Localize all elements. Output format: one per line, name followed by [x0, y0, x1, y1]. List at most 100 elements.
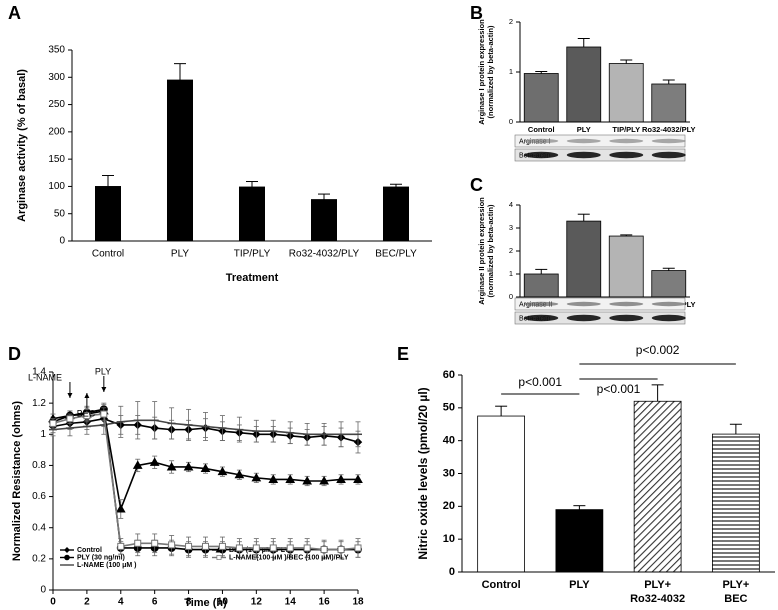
panel-label: C [470, 175, 483, 195]
blot-band [524, 314, 559, 322]
blot-band [651, 138, 686, 144]
y-tick-label: 4 [509, 200, 513, 209]
x-tick-label: Control [92, 249, 124, 260]
error-bar [729, 423, 742, 435]
annotation-arrowhead [67, 393, 73, 398]
x-tick-label: 10 [217, 597, 229, 608]
annotation: PLY [95, 366, 111, 376]
y-tick-label: 0.2 [32, 553, 46, 564]
x-tick-label: 8 [186, 597, 192, 608]
y-tick-label: 10 [443, 533, 455, 545]
y-tick-label: 0 [59, 236, 65, 247]
marker [100, 410, 108, 418]
x-tick-label: PLY [171, 249, 189, 260]
error-bar [620, 59, 633, 64]
bar [566, 46, 602, 123]
blot-band [566, 301, 601, 307]
bar [523, 73, 559, 123]
marker [183, 461, 194, 471]
error-bar [573, 505, 586, 510]
x-tick-label: PLY+ [644, 579, 671, 591]
x-tick-label: PLY [569, 579, 590, 591]
blot-band [524, 151, 559, 159]
y-tick-label: 3 [509, 223, 513, 232]
marker [66, 415, 74, 423]
marker [83, 412, 91, 420]
blot-band [609, 301, 644, 307]
x-tick-label: 12 [251, 597, 263, 608]
blot-band [609, 314, 644, 322]
marker [337, 546, 345, 554]
legend-label: L-NAME(100 μM )/BEC (100 μM)/PLY [229, 554, 349, 561]
y-tick-label: 30 [443, 467, 455, 479]
x-axis-label: Treatment [226, 272, 279, 284]
x-tick-label: 2 [84, 597, 90, 608]
legend-marker [216, 555, 222, 560]
x-tick-label: BEC/PLY [375, 249, 417, 260]
y-tick-label: 2 [509, 17, 513, 26]
marker [286, 544, 294, 552]
y-tick-label: 150 [48, 154, 65, 165]
marker [134, 539, 142, 547]
error-bar [495, 405, 508, 417]
y-tick-label: 300 [48, 72, 65, 83]
significance-label: p<0.001 [518, 375, 562, 389]
bar [651, 83, 687, 123]
marker [151, 539, 159, 547]
error-bar [535, 71, 548, 74]
marker [117, 542, 125, 550]
x-tick-label: 18 [352, 597, 364, 608]
y-tick-label: 50 [54, 208, 66, 219]
bar [477, 415, 525, 573]
error-bar [102, 175, 114, 187]
error-bar [577, 213, 590, 222]
y-tick-label: 40 [443, 435, 455, 447]
y-axis-label: (normalized by beta-actin) [486, 204, 495, 297]
significance-label: p<0.002 [636, 343, 680, 357]
blot-band [524, 301, 559, 307]
y-tick-label: 20 [443, 500, 455, 512]
y-tick-label: 50 [443, 402, 455, 414]
marker [218, 542, 226, 550]
bar [633, 400, 682, 573]
marker [168, 541, 176, 549]
x-tick-label: Control [528, 125, 555, 134]
error-bar [662, 267, 675, 271]
panel-label: E [397, 344, 409, 364]
x-tick-label: PLY+ [722, 579, 749, 591]
legend-label: Control [77, 547, 102, 554]
marker [200, 463, 211, 473]
y-tick-label: 60 [443, 369, 455, 381]
x-tick-label: 16 [319, 597, 331, 608]
error-bar [662, 79, 675, 84]
error-bar [620, 234, 633, 237]
marker [166, 461, 177, 471]
x-tick-label: 0 [50, 597, 56, 608]
x-tick-label: PLY [577, 125, 591, 134]
y-tick-label: 0.6 [32, 491, 46, 502]
marker [336, 474, 346, 483]
bar [166, 79, 193, 242]
error-bar [651, 384, 664, 402]
marker [132, 460, 143, 469]
error-bar [535, 268, 548, 274]
marker [251, 472, 262, 482]
y-tick-label: 1 [509, 269, 513, 278]
y-tick-label: 0 [509, 117, 513, 126]
marker [115, 504, 126, 513]
annotation: L-NAME [28, 372, 62, 382]
bar [523, 273, 559, 298]
x-tick-label: 14 [285, 597, 297, 608]
y-tick-label: 100 [48, 181, 65, 192]
marker [217, 466, 228, 476]
y-tick-label: 0 [40, 585, 46, 596]
blot-band [566, 314, 601, 322]
legend-marker [64, 554, 70, 561]
marker [235, 544, 243, 552]
y-tick-label: 1.2 [32, 398, 46, 409]
blot-band [566, 151, 601, 159]
blot-band [651, 314, 686, 322]
error-bar [174, 63, 186, 81]
error-bar [577, 38, 590, 47]
